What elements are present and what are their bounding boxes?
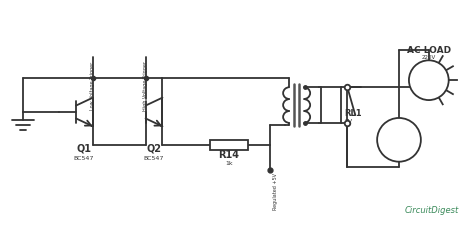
Text: 1k: 1k <box>225 160 233 165</box>
Text: 220V: 220V <box>422 55 436 60</box>
Text: 8V: 8V <box>344 118 353 123</box>
Text: Low Voltage Trigger: Low Voltage Trigger <box>91 61 95 109</box>
Circle shape <box>377 118 421 162</box>
Text: R14: R14 <box>219 149 239 159</box>
Text: High Voltage Trigger: High Voltage Trigger <box>143 61 148 111</box>
Text: BC547: BC547 <box>143 155 164 160</box>
Text: Q1: Q1 <box>76 143 91 153</box>
Text: Q2: Q2 <box>146 143 161 153</box>
Text: BC547: BC547 <box>74 155 94 160</box>
Text: AC LOAD: AC LOAD <box>407 46 451 55</box>
Bar <box>321 88 341 123</box>
Text: RL1: RL1 <box>344 108 362 117</box>
Text: o: o <box>426 76 431 85</box>
Bar <box>210 140 248 150</box>
Text: ~: ~ <box>394 130 404 148</box>
Text: CircuitDigest: CircuitDigest <box>404 205 459 214</box>
Circle shape <box>409 61 449 101</box>
Text: Regulated +5V: Regulated +5V <box>273 172 278 209</box>
